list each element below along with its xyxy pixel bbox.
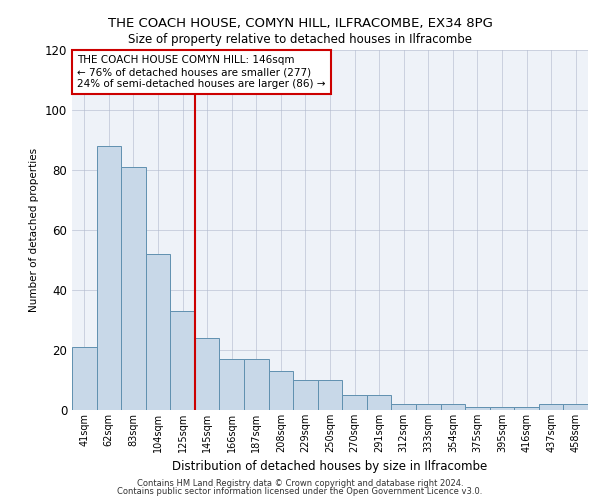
Y-axis label: Number of detached properties: Number of detached properties — [29, 148, 39, 312]
Bar — [170, 311, 195, 410]
Bar — [146, 254, 170, 410]
Bar — [514, 407, 539, 410]
Bar — [342, 395, 367, 410]
X-axis label: Distribution of detached houses by size in Ilfracombe: Distribution of detached houses by size … — [172, 460, 488, 473]
Bar — [220, 359, 244, 410]
Bar — [244, 359, 269, 410]
Bar — [465, 407, 490, 410]
Bar — [293, 380, 318, 410]
Bar — [490, 407, 514, 410]
Bar — [72, 347, 97, 410]
Text: THE COACH HOUSE, COMYN HILL, ILFRACOMBE, EX34 8PG: THE COACH HOUSE, COMYN HILL, ILFRACOMBE,… — [107, 18, 493, 30]
Bar — [195, 338, 220, 410]
Bar — [416, 404, 440, 410]
Bar — [563, 404, 588, 410]
Text: Size of property relative to detached houses in Ilfracombe: Size of property relative to detached ho… — [128, 32, 472, 46]
Bar — [367, 395, 391, 410]
Text: Contains public sector information licensed under the Open Government Licence v3: Contains public sector information licen… — [118, 487, 482, 496]
Bar — [539, 404, 563, 410]
Text: Contains HM Land Registry data © Crown copyright and database right 2024.: Contains HM Land Registry data © Crown c… — [137, 478, 463, 488]
Bar — [318, 380, 342, 410]
Text: THE COACH HOUSE COMYN HILL: 146sqm
← 76% of detached houses are smaller (277)
24: THE COACH HOUSE COMYN HILL: 146sqm ← 76%… — [77, 56, 326, 88]
Bar — [121, 167, 146, 410]
Bar — [440, 404, 465, 410]
Bar — [97, 146, 121, 410]
Bar — [269, 371, 293, 410]
Bar — [391, 404, 416, 410]
